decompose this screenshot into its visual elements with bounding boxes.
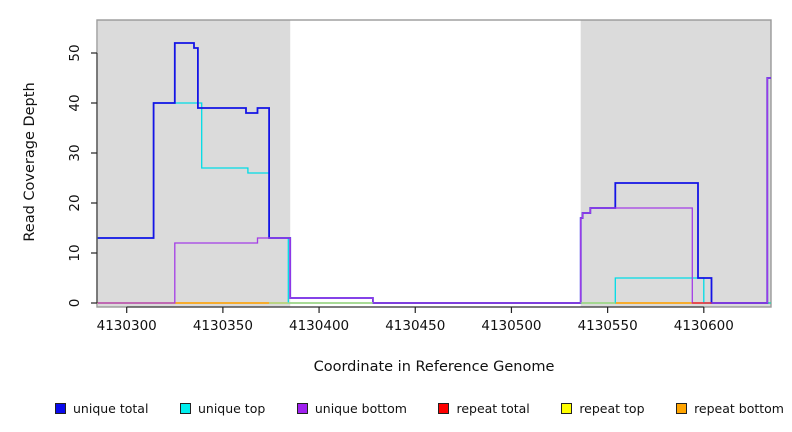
y-tick-label: 30 <box>67 144 83 161</box>
x-tick-label: 4130400 <box>289 318 349 334</box>
legend-label: unique total <box>73 401 149 416</box>
legend-label: unique bottom <box>314 401 407 416</box>
shaded-region <box>97 20 291 307</box>
series-line-unique-bottom <box>97 77 771 304</box>
coverage-chart: 4130300 4130350 4130400 4130450 4130500 41305… <box>67 19 772 334</box>
legend-item-repeat-bottom: repeat bottom <box>676 401 784 416</box>
legend-label: unique top <box>197 401 266 416</box>
legend: unique total unique top unique bottom repea… <box>55 401 784 416</box>
x-axis-title: Coordinate in Reference Genome <box>313 359 555 375</box>
legend-swatch-repeat-top <box>561 403 573 414</box>
legend-swatch-repeat-bottom <box>676 403 688 414</box>
y-tick-label: 10 <box>67 244 83 261</box>
x-tick-label: 4130550 <box>578 318 638 334</box>
y-tick-label: 40 <box>67 94 83 111</box>
y-tick-label: 0 <box>67 299 83 308</box>
legend-item-repeat-top: repeat top <box>561 401 645 416</box>
legend-swatch-unique-bottom <box>296 403 308 414</box>
legend-item-unique-bottom: unique bottom <box>296 401 407 416</box>
x-tick-label: 4130450 <box>385 318 445 334</box>
y-axis-title: Read Coverage Depth <box>22 82 38 242</box>
legend-item-unique-total: unique total <box>55 401 148 416</box>
legend-item-repeat-total: repeat total <box>438 401 530 416</box>
x-tick-label: 4130350 <box>193 318 253 334</box>
legend-item-unique-top: unique top <box>179 401 266 416</box>
y-tick-label: 50 <box>67 44 83 61</box>
x-tick-label: 4130600 <box>674 318 734 334</box>
legend-label: repeat bottom <box>694 401 784 416</box>
shaded-region <box>580 20 772 307</box>
x-tick-label: 4130500 <box>481 318 541 334</box>
legend-swatch-unique-total <box>55 403 66 414</box>
legend-swatch-unique-top <box>179 403 191 414</box>
x-tick-label: 4130300 <box>97 318 157 334</box>
legend-swatch-repeat-total <box>438 403 450 414</box>
legend-label: repeat top <box>579 401 645 416</box>
legend-label: repeat total <box>456 401 530 416</box>
y-tick-label: 20 <box>67 194 83 211</box>
